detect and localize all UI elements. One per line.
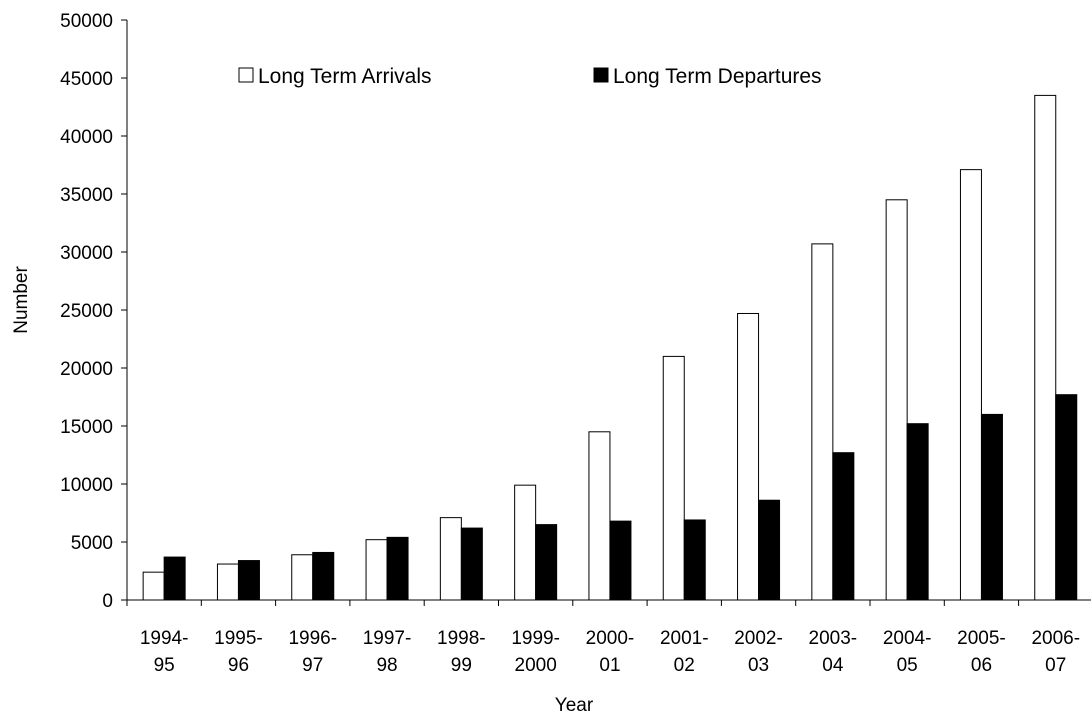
legend-label-departures: Long Term Departures [613, 65, 822, 88]
y-tick-label: 35000 [60, 185, 113, 206]
bar-arrivals [885, 199, 908, 601]
y-ticks: 0 5000 10000 15000 20000 25000 30000 35000 40000… [60, 11, 127, 612]
bar-departures [386, 536, 409, 601]
x-tick-label-line: 2001- [660, 628, 709, 649]
x-ticks: 1994- 95 1995- 96 1996- 97 1997- 98 1998- 99 1999-… [126, 600, 1080, 676]
x-tick-label-line: 95 [154, 655, 175, 676]
x-tick-label: 1999- 2000 [511, 628, 560, 676]
y-tick-label: 30000 [60, 243, 113, 264]
y-tick-label: 5000 [71, 533, 113, 554]
x-tick-label-line: 2000- [586, 628, 635, 649]
y-axis-title: Number [11, 266, 32, 334]
bar-departures [535, 524, 558, 601]
x-tick-label: 2002- 03 [734, 628, 783, 676]
x-tick-label-line: 03 [748, 655, 769, 676]
x-tick-label-line: 99 [451, 655, 472, 676]
legend-swatch-departures [593, 67, 609, 83]
x-tick-label: 1994- 95 [140, 628, 189, 676]
bar-departures [980, 413, 1003, 601]
bar-arrivals [811, 243, 834, 601]
x-tick-label: 1996- 97 [288, 628, 337, 676]
bar-arrivals [365, 539, 388, 601]
legend-swatch-arrivals [238, 67, 254, 83]
x-tick-label: 2004- 05 [883, 628, 932, 676]
x-tick-label-line: 01 [599, 655, 620, 676]
x-tick-label-line: 98 [376, 655, 397, 676]
y-tick-label: 20000 [60, 359, 113, 380]
y-tick-label: 0 [102, 591, 113, 612]
x-tick-label: 2001- 02 [660, 628, 709, 676]
bar-departures [758, 499, 781, 601]
bar-departures [609, 520, 632, 601]
bar-arrivals [959, 169, 982, 601]
x-tick-label-line: 2002- [734, 628, 783, 649]
x-tick-label-line: 1998- [437, 628, 486, 649]
bar-departures [312, 551, 335, 601]
x-tick-label: 2005- 06 [957, 628, 1006, 676]
bar-departures [832, 452, 855, 601]
y-tick-label: 15000 [60, 417, 113, 438]
x-tick-label-line: 06 [971, 655, 992, 676]
x-tick-label-line: 2000 [515, 655, 557, 676]
x-tick-label-line: 2003- [809, 628, 858, 649]
x-tick-label-line: 2006- [1031, 628, 1080, 649]
x-tick-label: 2000- 01 [586, 628, 635, 676]
x-tick-label-line: 1997- [363, 628, 412, 649]
x-axis-title: Year [555, 695, 594, 716]
bar-arrivals [439, 517, 462, 601]
bar-departures [237, 560, 260, 601]
legend-label-arrivals: Long Term Arrivals [258, 65, 432, 88]
y-tick-label: 45000 [60, 69, 113, 90]
x-tick-label-line: 05 [897, 655, 918, 676]
bar-arrivals [291, 554, 314, 601]
x-tick-label: 2003- 04 [809, 628, 858, 676]
y-tick-label: 40000 [60, 127, 113, 148]
bar-arrivals [737, 312, 760, 601]
x-tick-label-line: 1995- [214, 628, 263, 649]
bar-departures [906, 423, 929, 601]
x-tick-label: 2006- 07 [1031, 628, 1080, 676]
bar-departures [460, 527, 483, 601]
x-tick-label-line: 2004- [883, 628, 932, 649]
x-tick-label-line: 97 [302, 655, 323, 676]
x-tick-label-line: 1994- [140, 628, 189, 649]
bar-departures [163, 556, 186, 601]
x-tick-label-line: 07 [1045, 655, 1066, 676]
x-tick-label-line: 2005- [957, 628, 1006, 649]
bar-arrivals [588, 431, 611, 601]
x-tick-label-line: 04 [822, 655, 844, 676]
bars [142, 94, 1078, 601]
bar-departures [683, 519, 706, 601]
x-tick-label-line: 02 [674, 655, 695, 676]
x-tick-label: 1998- 99 [437, 628, 486, 676]
bar-arrivals [142, 571, 165, 601]
bar-arrivals [1034, 94, 1057, 601]
x-tick-label: 1995- 96 [214, 628, 263, 676]
x-tick-label-line: 1999- [511, 628, 560, 649]
y-tick-label: 10000 [60, 475, 113, 496]
y-tick-label: 25000 [60, 301, 113, 322]
x-tick-label: 1997- 98 [363, 628, 412, 676]
x-tick-label-line: 96 [228, 655, 249, 676]
bar-arrivals [514, 484, 537, 601]
bar-arrivals [662, 355, 685, 601]
legend: Long Term Arrivals Long Term Departures [238, 65, 822, 88]
bar-departures [1055, 394, 1078, 601]
x-tick-label-line: 1996- [288, 628, 337, 649]
y-tick-label: 50000 [60, 11, 113, 32]
bar-arrivals [216, 563, 239, 601]
